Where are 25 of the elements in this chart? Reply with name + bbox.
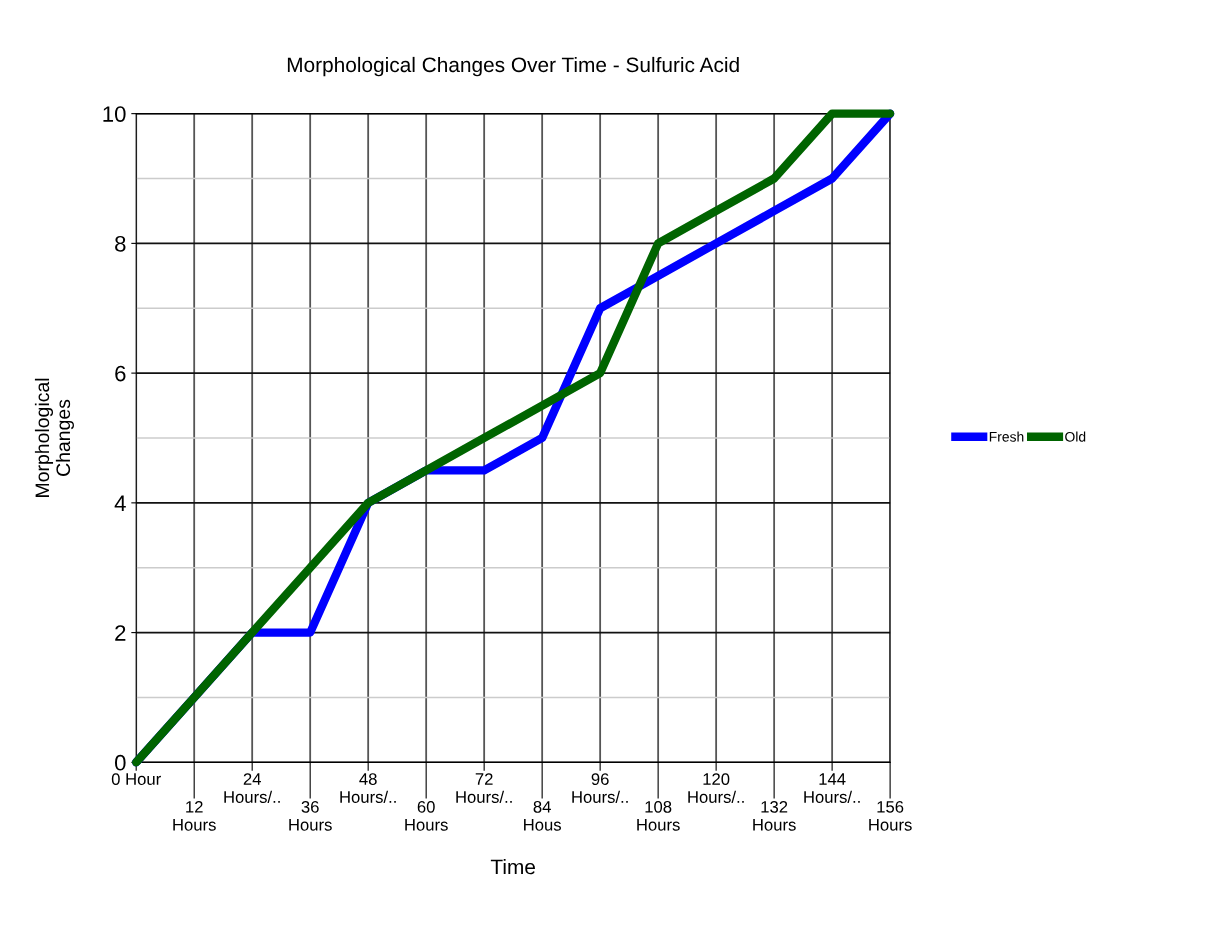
x-tick-label: 108 Hours	[637, 800, 680, 831]
chart-title: Morphological Changes Over Time - Sulfuric Acid	[287, 56, 739, 77]
y-tick-label: 6	[115, 365, 126, 382]
y-axis-title: Morphological Changes	[34, 378, 74, 497]
x-tick-label: 36 Hours	[289, 800, 332, 831]
x-tick-label: 144 Hours/..	[804, 773, 860, 803]
x-tick-label: 156 Hours	[869, 800, 912, 831]
x-axis-title: Time	[490, 859, 535, 875]
x-tick-label: 96 Hours/..	[572, 773, 628, 803]
y-tick-label: 10	[103, 106, 126, 122]
x-tick-label: 0 Hour	[111, 773, 161, 785]
y-tick-label: 8	[115, 235, 126, 252]
x-tick-label: 12 Hours	[173, 800, 216, 831]
y-tick-label: 2	[115, 625, 126, 641]
y-tick-label: 4	[114, 495, 126, 511]
x-tick-label: 24 Hours/..	[224, 773, 280, 803]
legend-label: Fresh	[989, 431, 1024, 442]
x-tick-label: 72 Hours/..	[456, 773, 512, 803]
y-tick-label: 0	[114, 754, 126, 771]
x-tick-label: 120 Hours/..	[688, 773, 744, 803]
x-tick-label: 132 Hours	[753, 800, 796, 831]
x-tick-label: 60 Hours	[405, 800, 448, 831]
x-tick-label: 84 Hous	[524, 800, 561, 831]
legend-label: Old	[1065, 431, 1086, 442]
x-tick-label: 48 Hours/..	[340, 773, 396, 803]
